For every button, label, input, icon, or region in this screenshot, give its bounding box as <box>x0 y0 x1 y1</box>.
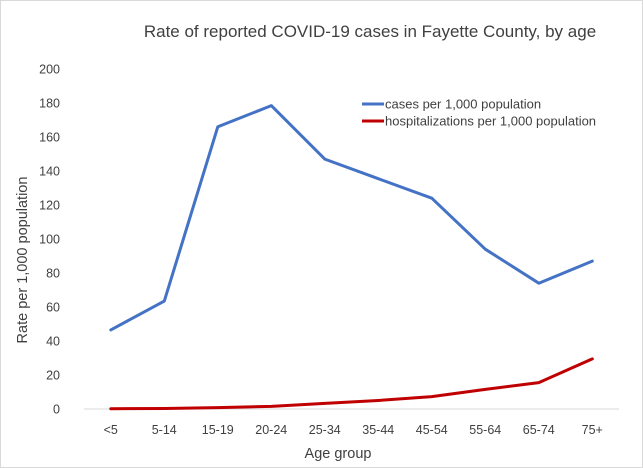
x-tick-label: 75+ <box>582 423 603 437</box>
chart-title: Rate of reported COVID-19 cases in Fayet… <box>144 22 596 41</box>
y-tick-label: 120 <box>39 199 60 213</box>
y-tick-label: 140 <box>39 165 60 179</box>
y-tick-label: 100 <box>39 233 60 247</box>
y-tick-label: 40 <box>46 335 60 349</box>
y-tick-label: 200 <box>39 63 60 77</box>
x-tick-label: 20-24 <box>255 423 287 437</box>
y-tick-label: 160 <box>39 131 60 145</box>
x-tick-label: 45-54 <box>416 423 448 437</box>
x-tick-label: 15-19 <box>202 423 234 437</box>
x-tick-label: 35-44 <box>362 423 394 437</box>
x-tick-label: 55-64 <box>469 423 501 437</box>
y-axis-title: Rate per 1,000 population <box>15 177 31 344</box>
x-tick-label: 25-34 <box>309 423 341 437</box>
series-lines <box>109 104 594 411</box>
y-tick-label: 20 <box>46 369 60 383</box>
y-tick-label: 180 <box>39 97 60 111</box>
legend-label-1: cases per 1,000 population <box>385 97 541 112</box>
series-line-2 <box>109 357 594 411</box>
x-tick-label: 5-14 <box>152 423 177 437</box>
y-tick-label: 60 <box>46 301 60 315</box>
legend: cases per 1,000 population hospitalizatio… <box>362 97 596 129</box>
x-tick-label: <5 <box>104 423 118 437</box>
y-tick-label: 0 <box>53 403 60 417</box>
x-tick-label: 65-74 <box>523 423 555 437</box>
y-tick-labels: 0 20 40 60 80 100 120 140 160 180 200 <box>39 63 60 417</box>
y-tick-label: 80 <box>46 267 60 281</box>
legend-label-2: hospitalizations per 1,000 population <box>385 114 596 129</box>
series-line-1 <box>109 104 594 332</box>
x-axis-title: Age group <box>305 446 372 462</box>
x-tick-labels: <5 5-14 15-19 20-24 25-34 35-44 45-54 55-64 65-7… <box>104 423 603 437</box>
